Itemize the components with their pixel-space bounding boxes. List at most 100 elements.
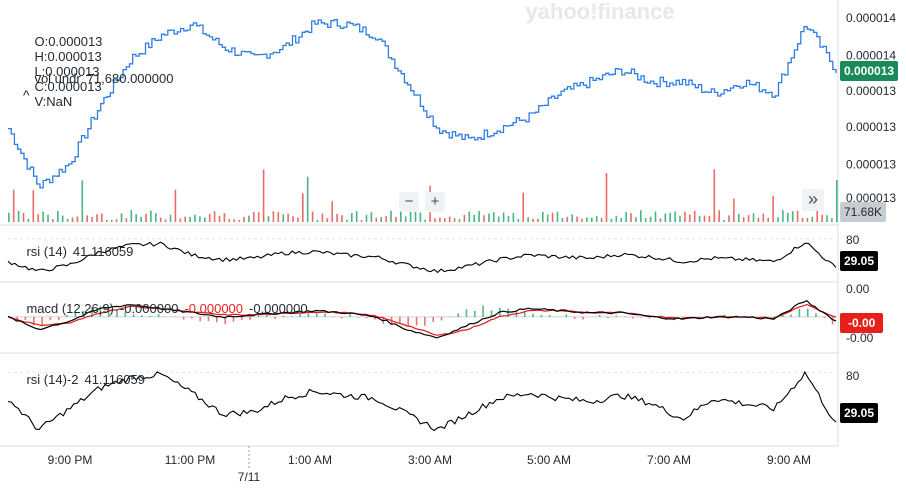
- volume-bar: [684, 212, 686, 222]
- open-label: O:: [34, 34, 48, 49]
- volume-bar: [444, 218, 446, 222]
- volume-bar: [831, 218, 833, 222]
- macd-histogram-bar: [366, 317, 368, 318]
- volume-bar: [454, 218, 456, 222]
- volume-bar: [116, 219, 118, 222]
- macd-legend-value3: -0.000000: [249, 301, 308, 316]
- volume-bar: [302, 193, 304, 222]
- volume-bar: [155, 213, 157, 222]
- macd-histogram-bar: [341, 317, 343, 319]
- volume-bar: [243, 217, 245, 222]
- scroll-right-button[interactable]: »: [802, 189, 824, 211]
- volume-bar: [552, 213, 554, 222]
- rsi-legend: rsi (14)41.116059: [12, 229, 139, 274]
- volume-bar: [317, 220, 319, 222]
- volume-bar: [273, 211, 275, 222]
- volume-bar: [532, 219, 534, 222]
- collapse-legend-button[interactable]: ^: [23, 87, 30, 103]
- volume-bar: [792, 211, 794, 222]
- volume-bar: [488, 214, 490, 222]
- volume-bar: [238, 220, 240, 222]
- volume-bar: [493, 212, 495, 222]
- macd-tick-top: 0.00: [846, 282, 870, 296]
- volume-bar: [91, 217, 93, 222]
- volume-bar: [478, 211, 480, 222]
- volume-bar: [37, 214, 39, 222]
- macd-histogram-bar: [358, 317, 360, 318]
- zoom-out-button[interactable]: −: [399, 192, 419, 212]
- macd-histogram-bar: [432, 317, 434, 322]
- date-marker-label: 7/11: [238, 470, 261, 484]
- volume-bar: [150, 211, 152, 223]
- volume-bar: [812, 217, 814, 222]
- volume-bar: [366, 215, 368, 222]
- volume-bar: [219, 216, 221, 222]
- macd-histogram-bar: [640, 317, 642, 318]
- volume-bar: [567, 217, 569, 222]
- volume-bar: [508, 216, 510, 222]
- volume-bar: [145, 214, 147, 222]
- volume-bar: [645, 218, 647, 222]
- volume-bar: [395, 217, 397, 222]
- volume-bar: [322, 214, 324, 223]
- volume-bar: [439, 218, 441, 222]
- volume-bar: [47, 215, 49, 222]
- volume-bar: [733, 199, 735, 222]
- volume-bar: [13, 190, 15, 222]
- rsi-tick-80: 80: [846, 233, 860, 247]
- volume-bar: [189, 217, 191, 222]
- volume-bar: [258, 212, 260, 222]
- volume-bar: [723, 220, 725, 222]
- volume-bar: [312, 212, 314, 222]
- volume-bar: [96, 214, 98, 222]
- volume-bar: [356, 211, 358, 222]
- volume-bar: [527, 217, 529, 222]
- volume-bar: [503, 213, 505, 223]
- volume-bar: [816, 210, 818, 222]
- time-tick-label: 5:00 AM: [527, 453, 571, 467]
- price-line: [8, 20, 836, 188]
- volume-bar: [380, 217, 382, 222]
- volume-bar: [704, 216, 706, 223]
- volume-bar: [287, 214, 289, 222]
- volume-bar: [571, 215, 573, 223]
- macd-histogram-bar: [316, 313, 318, 317]
- time-tick-label: 7:00 AM: [647, 453, 691, 467]
- volume-bar: [459, 219, 461, 222]
- volume-bar: [542, 212, 544, 222]
- price-tick-label: 0.000013: [846, 120, 896, 134]
- volume-bar: [787, 213, 789, 222]
- volume-bar: [86, 215, 88, 222]
- watermark-logo: yahoo!finance: [525, 0, 674, 24]
- volume-bar: [336, 214, 338, 222]
- price-tick-label: 0.000013: [846, 84, 896, 98]
- volume-bar: [82, 181, 84, 223]
- volume-bar: [307, 177, 309, 222]
- volume-bar: [424, 220, 426, 222]
- volume-bar: [616, 216, 618, 222]
- macd-histogram-bar: [790, 315, 792, 317]
- volume-bar: [410, 212, 412, 222]
- time-tick-label: 1:00 AM: [288, 453, 332, 467]
- volume-bar: [464, 215, 466, 222]
- macd-legend: macd (12,26,9)-0.000000-0.000000-0.00000…: [12, 286, 314, 331]
- volume-bar: [782, 210, 784, 222]
- volume-bar: [131, 210, 133, 222]
- price-tick-label: 0.000014: [846, 11, 896, 25]
- last-price-badge: 0.000013: [840, 61, 898, 81]
- volume-bar: [606, 173, 608, 222]
- volume-bar: [449, 217, 451, 222]
- volume-bar: [204, 218, 206, 223]
- volume-bar: [758, 218, 760, 223]
- volume-bar: [72, 218, 74, 223]
- macd-histogram-bar: [799, 309, 801, 317]
- volume-bar: [57, 211, 59, 222]
- zoom-in-button[interactable]: +: [425, 192, 445, 212]
- volume-bar: [331, 201, 333, 222]
- macd-histogram-bar: [599, 315, 601, 317]
- volume-bar: [233, 219, 235, 222]
- price-series: [8, 20, 836, 188]
